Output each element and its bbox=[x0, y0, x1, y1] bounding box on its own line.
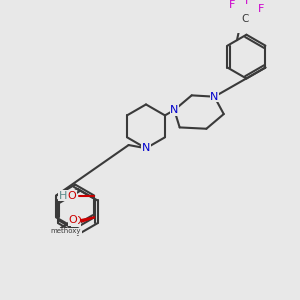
Text: F: F bbox=[228, 0, 235, 10]
Text: F: F bbox=[244, 0, 251, 6]
Text: O: O bbox=[68, 215, 77, 225]
Text: H: H bbox=[59, 190, 67, 200]
Text: O: O bbox=[72, 217, 81, 226]
Text: N: N bbox=[142, 143, 150, 153]
Text: O: O bbox=[68, 190, 76, 200]
Text: N: N bbox=[170, 105, 178, 115]
Text: F: F bbox=[258, 4, 265, 14]
Text: methoxy: methoxy bbox=[51, 228, 81, 234]
Text: N: N bbox=[210, 92, 219, 102]
Text: C: C bbox=[241, 14, 249, 24]
